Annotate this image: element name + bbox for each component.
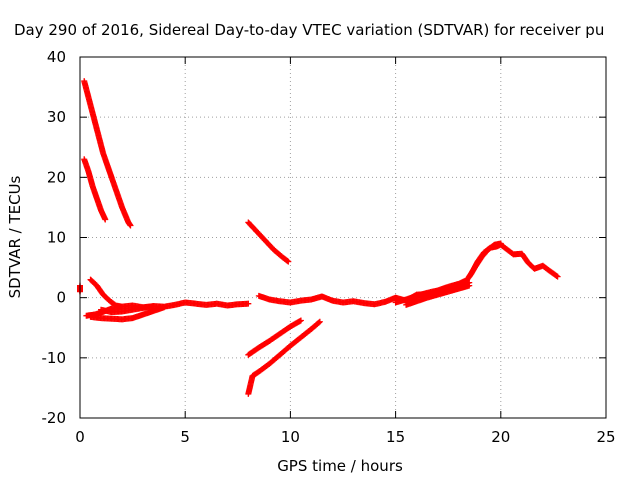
data-point — [284, 257, 291, 264]
data-series — [87, 276, 126, 310]
y-tick-label: 40 — [47, 48, 66, 66]
data-point — [245, 300, 252, 307]
data-series — [245, 219, 292, 265]
data-series — [81, 156, 109, 223]
data-series — [245, 318, 323, 397]
x-tick-label: 0 — [75, 428, 85, 446]
y-tick-label: -20 — [42, 409, 67, 427]
y-tick-label: 0 — [56, 289, 66, 307]
data-point — [297, 317, 304, 324]
data-series — [81, 78, 134, 229]
x-tick-label: 25 — [596, 428, 615, 446]
y-tick-label: 20 — [47, 168, 66, 186]
data-point — [102, 216, 109, 223]
data-series — [466, 240, 504, 280]
data-point — [316, 319, 323, 326]
x-tick-label: 5 — [180, 428, 190, 446]
data-point — [285, 258, 292, 265]
chart-title: Day 290 of 2016, Sidereal Day-to-day VTE… — [14, 21, 604, 39]
data-series — [98, 303, 157, 316]
data-point — [466, 282, 473, 289]
data-point — [161, 304, 168, 311]
y-tick-label: 30 — [47, 108, 66, 126]
data-series — [245, 317, 304, 358]
data-point — [553, 272, 560, 279]
grid-lines — [80, 57, 606, 418]
data-series — [87, 304, 168, 323]
plot-frame — [79, 56, 607, 419]
data-point — [127, 222, 134, 229]
x-axis-label: GPS time / hours — [277, 457, 403, 475]
x-tick-label: 15 — [386, 428, 405, 446]
x-tick-label: 10 — [281, 428, 300, 446]
y-tick-label: 10 — [47, 229, 66, 247]
data-point — [497, 240, 504, 247]
data-series — [392, 277, 469, 306]
data-series — [403, 282, 473, 308]
y-tick-label: -10 — [42, 349, 67, 367]
y-axis-label: SDTVAR / TECUs — [6, 175, 24, 298]
data-points — [77, 78, 561, 397]
data-point — [316, 318, 323, 325]
data-point — [554, 273, 561, 280]
data-point — [150, 303, 157, 310]
x-tick-label: 20 — [491, 428, 510, 446]
axis-ticks: 0 5 10 15 20 25 -20 -10 0 10 20 30 40 — [42, 48, 616, 446]
